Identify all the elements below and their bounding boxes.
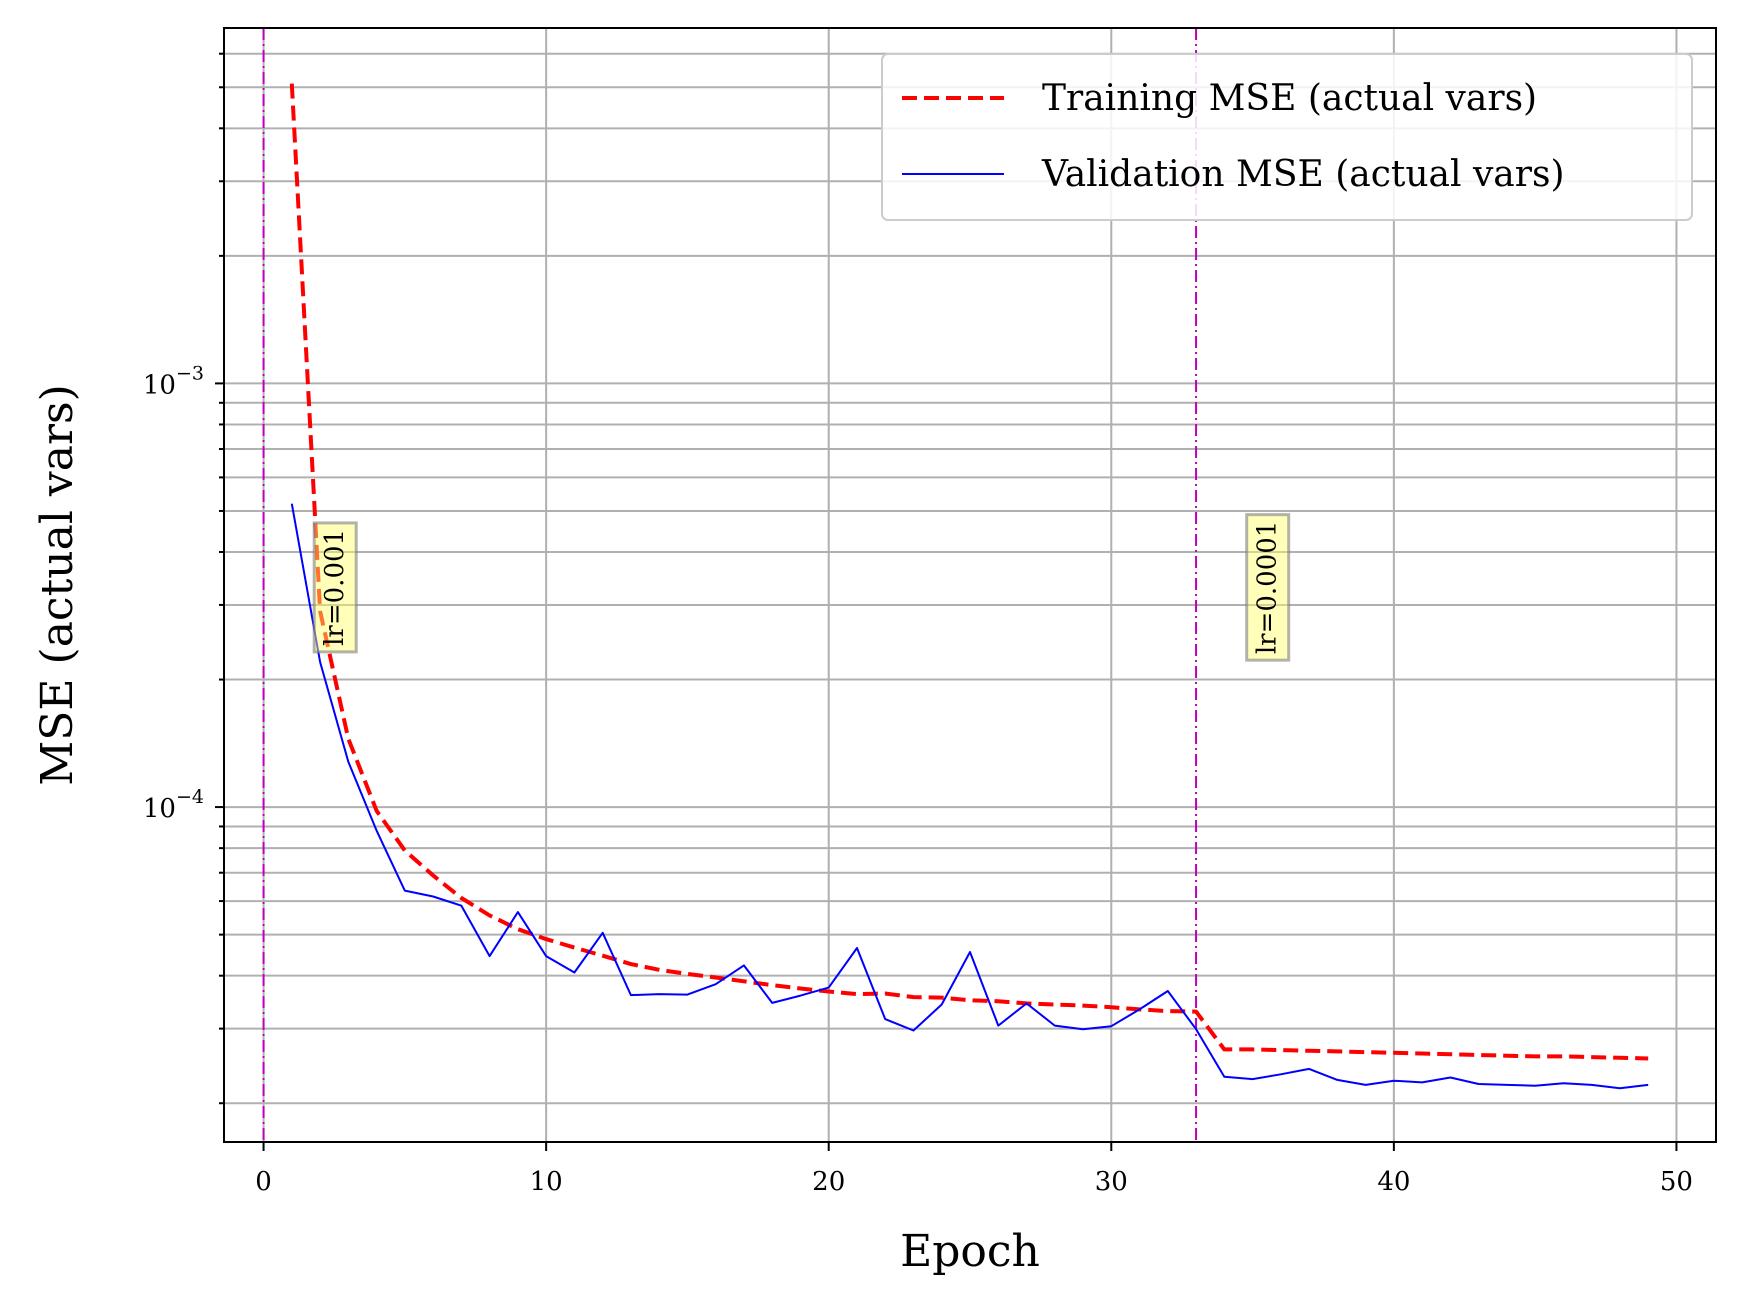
lr-annotation: lr=0.0001 [1245, 513, 1291, 662]
x-tick-label: 30 [1095, 1167, 1128, 1197]
training-mse-line [289, 83, 1649, 1061]
x-tick-label: 40 [1377, 1167, 1410, 1197]
lr-annotation-box [1245, 513, 1291, 662]
x-axis-label: Epoch [900, 1226, 1040, 1277]
annotations: lr=0.001 lr=0.0001 [312, 513, 1291, 662]
ticks: 0 10 20 30 40 50 10−3 10−4 [143, 52, 1693, 1197]
plot-frame [223, 27, 1717, 1143]
lr-annotation-box [312, 521, 358, 654]
y-tick-label: 10−3 [143, 362, 204, 400]
lr-annotation-text: lr=0.001 [320, 529, 350, 646]
x-tick-label: 50 [1660, 1167, 1693, 1197]
lr-annotation: lr=0.001 [312, 521, 358, 654]
legend: Training MSE (actual vars) Validation MS… [881, 53, 1693, 221]
series [289, 83, 1649, 1090]
legend-box [881, 53, 1693, 221]
x-tick-label: 0 [255, 1167, 272, 1197]
x-tick-label: 20 [812, 1167, 845, 1197]
legend-label-training: Training MSE (actual vars) [1042, 78, 1537, 119]
x-tick-label: 10 [530, 1167, 563, 1197]
y-tick-label: 10−4 [143, 786, 204, 824]
validation-mse-line [290, 503, 1649, 1090]
y-axis-label: MSE (actual vars) [32, 384, 83, 786]
legend-label-validation: Validation MSE (actual vars) [1041, 154, 1565, 195]
lr-annotation-text: lr=0.0001 [1253, 521, 1283, 655]
